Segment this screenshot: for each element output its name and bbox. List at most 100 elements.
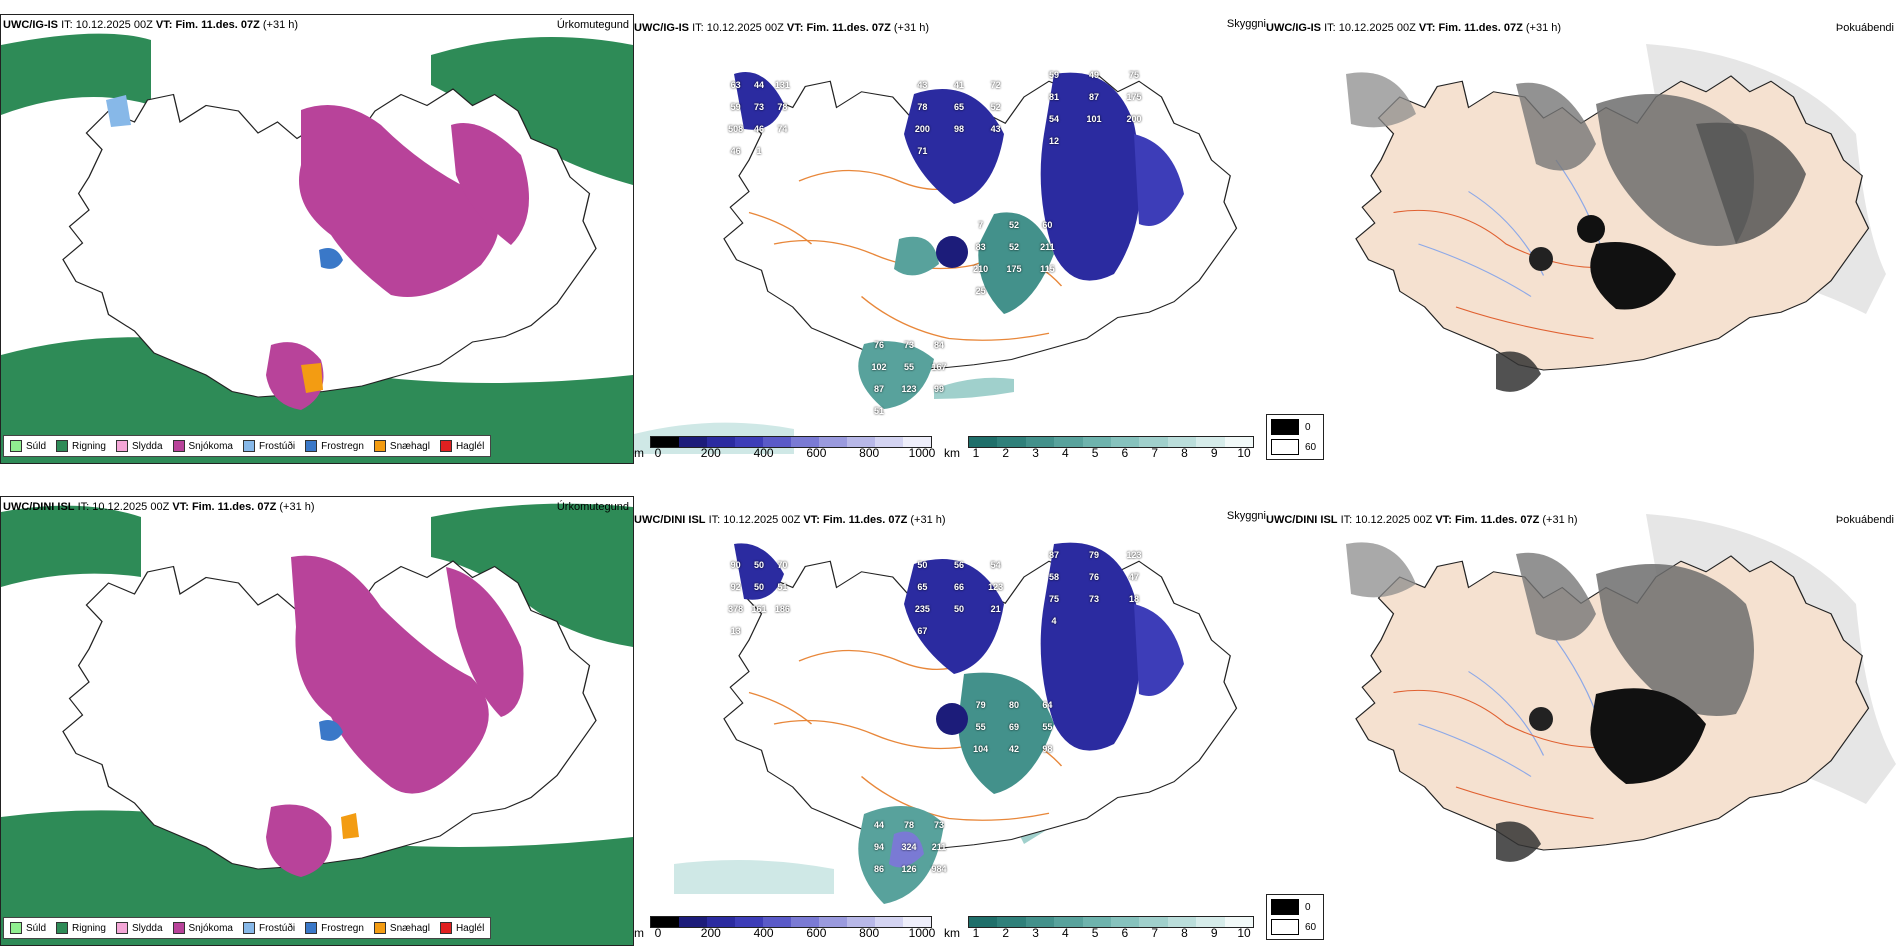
- model-name: UWC/DINI ISL: [1266, 514, 1338, 526]
- cloudbase-value-label: 65: [917, 582, 928, 592]
- model-name: UWC/IG-IS: [1266, 22, 1321, 34]
- legend-label: Snæhagl: [389, 922, 430, 934]
- cloudbase-value-label: 200: [1126, 114, 1142, 124]
- vt-label: VT:: [786, 22, 804, 34]
- colorbar-tick-label: 1000: [908, 926, 936, 940]
- legend-item: Haglél: [439, 440, 484, 452]
- cloudbase-value-label: 44: [753, 80, 765, 90]
- colorbar-tick-label: 8: [1181, 446, 1188, 460]
- colorbar-tick-label: 5: [1091, 926, 1099, 940]
- cloudbase-value-label: 65: [953, 102, 965, 112]
- cloudbase-value-label: 47: [1128, 572, 1140, 582]
- valid-time: Fim. 11.des. 07Z: [175, 19, 260, 31]
- colorbar-segment: [997, 917, 1026, 927]
- cloudbase-value-label: 161: [751, 604, 767, 614]
- legend-item: Frostregn: [305, 922, 364, 934]
- legend-swatch: [172, 440, 185, 452]
- legend-item: Súld: [10, 440, 46, 452]
- cloudbase-value-label: 87: [873, 384, 885, 394]
- cloud-map-bottom: [674, 542, 1238, 904]
- legend-item: Frostregn: [305, 440, 364, 452]
- colorbar-segment: [1139, 437, 1168, 447]
- cloudbase-value-label: 71: [917, 146, 928, 156]
- model-name: UWC/IG-IS: [3, 19, 58, 31]
- cloudbase-value-label: 73: [753, 102, 765, 112]
- init-time: 10.12.2025 00Z: [75, 19, 153, 31]
- lead-time: (+31 h): [893, 22, 930, 34]
- vt-label: VT:: [172, 501, 189, 513]
- legend-item: Súld: [10, 922, 46, 934]
- colorbar-tick-label: 10: [1237, 926, 1251, 940]
- cloudbase-value-label: 74: [777, 124, 788, 134]
- cloudbase-value-label: 115: [1040, 264, 1055, 274]
- fog-legend-bottom: 0 60: [1266, 894, 1324, 940]
- fog-legend-top: 0 60: [1266, 414, 1324, 460]
- cloudbase-value-label: 58: [1048, 572, 1060, 582]
- colorbar-tick-label: 1000: [908, 446, 936, 460]
- panel-title: UWC/DINI ISL IT: 10.12.2025 00Z VT: Fim.…: [1266, 514, 1578, 526]
- visibility-bar: [968, 916, 1254, 928]
- cloudbase-value-label: 73: [1088, 594, 1100, 604]
- colorbar-segment: [735, 437, 763, 447]
- cloudbase-value-label: 508: [728, 124, 744, 134]
- cloudbase-value-label: 50: [953, 604, 965, 614]
- panel-type: Úrkomutegund: [556, 501, 629, 513]
- cloudbase-value-label: 78: [917, 102, 928, 112]
- colorbar-segment: [1196, 437, 1225, 447]
- cloudbase-value-label: 98: [953, 124, 965, 134]
- colorbar-tick-label: 4: [1061, 446, 1069, 460]
- colorbar-tick-label: 7: [1151, 926, 1158, 940]
- cloudbase-value-label: 12: [1048, 136, 1060, 146]
- cloudbase-value-label: 18: [1128, 594, 1140, 604]
- cloudbase-value-label: 56: [953, 560, 965, 570]
- colorbar-segment: [1111, 437, 1140, 447]
- cloudbase-value-label: 63: [730, 80, 741, 90]
- cloudbase-value-label: 175: [1126, 92, 1142, 102]
- legend-item: Slydda: [115, 922, 163, 934]
- legend-item: Snjókoma: [172, 440, 233, 452]
- fog-swatch: [1271, 899, 1299, 915]
- fog-map-bottom: [1346, 514, 1896, 862]
- cloudbase-value-label: 86: [873, 864, 885, 874]
- colorbar-segment: [1025, 437, 1055, 447]
- cloudbase-value-label: 51: [873, 406, 885, 416]
- cloudbase-value-label: 46: [753, 124, 765, 134]
- legend-label: Rigning: [72, 922, 106, 934]
- vt-label: VT:: [155, 19, 173, 31]
- cloudbase-value-label: 84: [933, 340, 945, 350]
- cloudbase-value-label: 79: [975, 700, 986, 710]
- colorbar-segment: [791, 437, 819, 447]
- cloudbase-value-label: 49: [1088, 70, 1100, 80]
- fog-panel-bottom: UWC/DINI ISL IT: 10.12.2025 00Z VT: Fim.…: [1266, 494, 1900, 944]
- cloudbase-value-label: 79: [1088, 550, 1100, 560]
- valid-time: Fim. 11.des. 07Z: [1438, 22, 1523, 34]
- init-time: 10.12.2025 00Z: [723, 514, 801, 526]
- colorbar-tick-label: 0: [654, 446, 662, 460]
- colorbar-tick-label: 2: [1002, 446, 1010, 460]
- panel-type: Skyggni: [1226, 18, 1266, 30]
- cloudbase-bar: [650, 916, 932, 928]
- colorbar-segment: [735, 917, 763, 927]
- colorbar-tick-label: 800: [859, 446, 880, 460]
- cloudbase-value-label: 41: [953, 80, 965, 90]
- legend-label: Frostúði: [258, 922, 296, 934]
- precip-legend-top: Súld Rigning Slydda Snjókoma Frostúði Fr…: [3, 435, 492, 457]
- colorbar-segment: [875, 437, 903, 447]
- legend-label: Rigning: [72, 440, 106, 452]
- it-label: IT:: [692, 22, 704, 34]
- legend-label: Snjókoma: [188, 922, 233, 934]
- cloudbase-value-label: 123: [901, 384, 917, 394]
- colorbar-segment: [1196, 917, 1225, 927]
- colorbar-tick-label: 200: [700, 926, 721, 940]
- valid-time: Fim. 11.des. 07Z: [822, 514, 908, 526]
- panel-title: UWC/DINI ISL IT: 10.12.2025 00Z VT: Fim.…: [3, 501, 315, 513]
- legend-swatch: [10, 440, 22, 452]
- colorbar-tick-label: 9: [1210, 446, 1218, 460]
- lead-time: (+31 h): [1542, 514, 1578, 526]
- colorbar-tick-label: 3: [1032, 926, 1039, 940]
- panel-type: Skyggni: [1226, 510, 1266, 522]
- cloudbase-value-label: 378: [728, 604, 744, 614]
- visibility-unit: km: [944, 446, 960, 460]
- cloudbase-value-label: 984: [931, 864, 947, 874]
- precip-panel-top: Súld Rigning Slydda Snjókoma Frostúði Fr…: [0, 14, 634, 464]
